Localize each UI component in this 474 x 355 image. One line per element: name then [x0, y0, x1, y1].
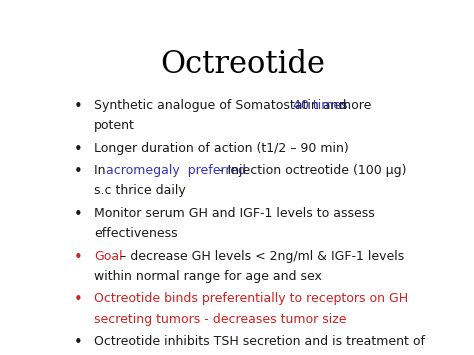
Text: In: In	[94, 164, 109, 177]
Text: more: more	[335, 99, 372, 111]
Text: •: •	[74, 335, 82, 350]
Text: Octreotide binds preferentially to receptors on GH: Octreotide binds preferentially to recep…	[94, 293, 408, 305]
Text: •: •	[74, 142, 82, 157]
Text: 40 times: 40 times	[293, 99, 347, 111]
Text: •: •	[74, 293, 82, 307]
Text: •: •	[74, 207, 82, 222]
Text: potent: potent	[94, 119, 135, 132]
Text: effectiveness: effectiveness	[94, 228, 178, 240]
Text: – decrease GH levels < 2ng/ml & IGF-1 levels: – decrease GH levels < 2ng/ml & IGF-1 le…	[116, 250, 405, 263]
Text: within normal range for age and sex: within normal range for age and sex	[94, 270, 322, 283]
Text: secreting tumors - decreases tumor size: secreting tumors - decreases tumor size	[94, 313, 346, 326]
Text: s.c thrice daily: s.c thrice daily	[94, 185, 186, 197]
Text: Octreotide: Octreotide	[160, 49, 326, 81]
Text: Monitor serum GH and IGF-1 levels to assess: Monitor serum GH and IGF-1 levels to ass…	[94, 207, 375, 220]
Text: •: •	[74, 250, 82, 264]
Text: •: •	[74, 164, 82, 179]
Text: Longer duration of action (t1/2 – 90 min): Longer duration of action (t1/2 – 90 min…	[94, 142, 349, 154]
Text: Goal: Goal	[94, 250, 123, 263]
Text: •: •	[74, 99, 82, 114]
Text: Synthetic analogue of Somatostatin and: Synthetic analogue of Somatostatin and	[94, 99, 351, 111]
Text: acromegaly  preferred: acromegaly preferred	[106, 164, 246, 177]
Text: - Injection octreotide (100 μg): - Injection octreotide (100 μg)	[215, 164, 406, 177]
Text: Octreotide inhibits TSH secretion and is treatment of: Octreotide inhibits TSH secretion and is…	[94, 335, 425, 348]
